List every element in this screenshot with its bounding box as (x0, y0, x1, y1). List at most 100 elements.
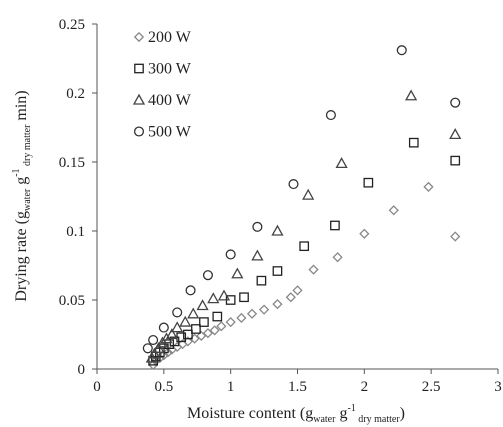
triangle-point (405, 89, 418, 101)
diamond-point (196, 330, 207, 341)
series-square (148, 137, 461, 366)
triangle-point (271, 224, 284, 236)
x-tick-label: 1 (227, 379, 235, 395)
triangle-point (152, 341, 165, 353)
legend-label: 400 W (148, 92, 192, 109)
diamond-point (148, 359, 159, 370)
legend-item: 200 W (133, 29, 192, 46)
series-triangle (145, 89, 462, 363)
legend-item: 300 W (134, 61, 192, 78)
triangle-point (335, 157, 348, 169)
y-tick-label: 0.15 (59, 155, 85, 171)
square-point (450, 155, 461, 166)
x-tick-label: 0 (93, 379, 101, 395)
legend-label: 200 W (148, 29, 192, 46)
series-diamond (148, 181, 461, 370)
circle-point (202, 270, 213, 281)
diamond-point (172, 341, 183, 353)
circle-point (288, 179, 299, 190)
diamond-point (158, 350, 169, 361)
square-point (199, 317, 209, 327)
square-point (330, 220, 340, 231)
data-points (142, 45, 462, 370)
x-axis-title: Moisture content (gwater g-1 dry matter) (187, 403, 405, 425)
square-point (363, 177, 374, 188)
y-axis-title: Drying rate (gwater g-1 dry matter min) (11, 90, 33, 301)
triangle-point (207, 292, 220, 304)
circle-point (225, 249, 236, 260)
diamond-point (258, 304, 270, 315)
triangle-point (449, 128, 462, 140)
legend-marker-circle (133, 126, 145, 137)
square-point (272, 266, 283, 276)
diamond-point (209, 325, 220, 336)
square-point (299, 241, 310, 252)
circle-point (185, 285, 196, 296)
circle-point (142, 343, 153, 354)
diamond-point (332, 252, 343, 263)
y-tick-label: 0 (78, 362, 86, 378)
square-point (239, 292, 249, 303)
circle-point (252, 221, 263, 232)
circle-point (172, 307, 183, 318)
circle-point (396, 45, 407, 56)
triangle-point (196, 299, 209, 311)
triangle-point (148, 347, 161, 359)
triangle-point (179, 315, 192, 327)
x-tick-label: 2.5 (422, 379, 441, 395)
diamond-point (423, 181, 434, 192)
y-tick-label: 0.1 (66, 224, 85, 240)
triangle-point (187, 307, 200, 319)
legend-marker-triangle (132, 93, 146, 105)
legend-item: 400 W (132, 92, 192, 109)
diamond-point (162, 347, 173, 358)
legend-marker-square (134, 63, 144, 74)
diamond-point (202, 328, 214, 339)
series-circle (142, 45, 461, 354)
circle-point (148, 334, 159, 346)
square-point (164, 339, 175, 350)
square-point (183, 329, 193, 340)
y-tick-label: 0.05 (59, 293, 85, 309)
x-tick-label: 1.5 (288, 379, 307, 395)
diamond-point (285, 292, 296, 303)
legend: 200 W 300 W 400 W 500 W (132, 29, 192, 141)
square-point (256, 275, 267, 286)
diamond-point (388, 205, 399, 216)
triangle-point (171, 321, 184, 333)
circle-point (325, 110, 336, 121)
diamond-point (308, 264, 319, 275)
diamond-point (225, 316, 236, 328)
legend-label: 300 W (148, 61, 192, 78)
diamond-point (292, 285, 303, 296)
diamond-point (359, 228, 370, 239)
circle-point (450, 97, 461, 108)
circle-point (158, 322, 169, 333)
y-tick-labels: 0 0.05 0.1 0.15 0.2 0.25 (59, 17, 97, 378)
y-tick-label: 0.25 (59, 17, 85, 33)
diamond-point (216, 321, 227, 332)
legend-marker-diamond (133, 31, 145, 43)
diamond-point (246, 308, 258, 319)
x-tick-label: 3 (494, 379, 502, 395)
diamond-point (272, 299, 283, 310)
square-point (212, 311, 223, 322)
triangle-point (231, 267, 244, 279)
triangle-point (302, 188, 315, 200)
x-tick-label: 2 (361, 379, 369, 395)
y-tick-label: 0.2 (66, 86, 85, 102)
square-point (408, 137, 419, 148)
legend-item: 500 W (133, 124, 192, 141)
square-point (191, 324, 201, 334)
legend-label: 500 W (148, 124, 192, 141)
diamond-point (236, 312, 247, 324)
square-point (176, 332, 187, 343)
triangle-point (217, 289, 231, 301)
x-tick-labels: 0 0.5 1 1.5 2 2.5 3 (93, 369, 502, 395)
triangle-point (165, 328, 178, 340)
triangle-point (251, 249, 264, 261)
diamond-point (450, 231, 461, 242)
x-tick-label: 0.5 (154, 379, 173, 395)
